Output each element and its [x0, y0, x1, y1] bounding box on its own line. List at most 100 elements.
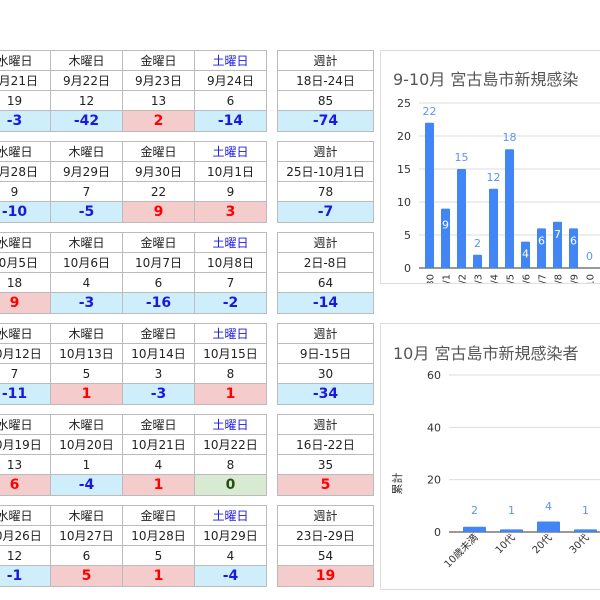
total-diff: -74 [277, 110, 374, 132]
total-count: 85 [277, 90, 374, 111]
count-cell: 9 [0, 181, 51, 202]
count-cell: 4 [194, 545, 267, 566]
y-tick-label: 15 [397, 163, 411, 176]
count-cell: 3 [122, 363, 195, 384]
y-tick-label: 0 [404, 262, 411, 275]
total-diff: -34 [277, 383, 374, 405]
date-cell: 10月5日 [0, 252, 51, 273]
diff-cell: 9 [0, 292, 51, 314]
date-cell: 10月21日 [122, 434, 195, 455]
weekday-header: 土曜日 [194, 414, 267, 435]
x-tick-label: 30代 [567, 532, 592, 557]
x-tick-label: 10/8 [554, 274, 565, 283]
y-tick-label: 10 [397, 196, 411, 209]
bar [537, 521, 560, 532]
date-cell: 10月6日 [50, 252, 123, 273]
bar [500, 529, 523, 532]
x-tick-label: 10/10 [586, 274, 597, 283]
total-range: 2日-8日 [277, 252, 374, 273]
x-tick-label: 20代 [530, 532, 555, 557]
total-count: 30 [277, 363, 374, 384]
y-tick-label: 25 [397, 97, 411, 110]
count-cell: 5 [50, 363, 123, 384]
x-tick-label: 10/1 [442, 274, 453, 283]
diff-cell: -11 [0, 383, 51, 405]
diff-cell: 2 [122, 110, 195, 132]
diff-cell: -42 [50, 110, 123, 132]
bar [553, 221, 562, 268]
total-header: 週計 [277, 50, 374, 71]
diff-cell: 9 [122, 201, 195, 223]
data-label: 9 [442, 219, 449, 232]
date-cell: 10月29日 [194, 525, 267, 546]
weekday-header: 金曜日 [122, 414, 195, 435]
diff-cell: -16 [122, 292, 195, 314]
week-table: 水曜日木曜日金曜日土曜日10月19日10月20日10月21日10月22日1314… [0, 414, 267, 496]
data-label: 0 [586, 250, 593, 263]
y-tick-label: 0 [434, 526, 441, 539]
weekly-total-table: 週計 2日-8日 64 -14 [277, 232, 374, 314]
diff-cell: -3 [0, 110, 51, 132]
count-cell: 7 [50, 181, 123, 202]
count-cell: 8 [194, 363, 267, 384]
bar [441, 208, 450, 268]
bar [473, 254, 482, 268]
bar [425, 122, 434, 268]
weekday-header: 木曜日 [50, 141, 123, 162]
bar [489, 188, 498, 268]
x-tick-label: 10/6 [522, 274, 533, 283]
date-cell: 9月30日 [122, 161, 195, 182]
weekday-header: 金曜日 [122, 232, 195, 253]
count-cell: 9 [194, 181, 267, 202]
count-cell: 4 [122, 454, 195, 475]
weekday-header: 水曜日 [0, 50, 51, 71]
date-cell: 9月24日 [194, 70, 267, 91]
date-cell: 9月29日 [50, 161, 123, 182]
weekly-total-table: 週計 18日-24日 85 -74 [277, 50, 374, 132]
data-label: 4 [522, 248, 529, 261]
total-header: 週計 [277, 505, 374, 526]
data-label: 2 [474, 237, 481, 250]
date-cell: 10月15日 [194, 343, 267, 364]
diff-cell: 5 [50, 565, 123, 587]
weekday-header: 土曜日 [194, 50, 267, 71]
date-cell: 10月1日 [194, 161, 267, 182]
weekday-header: 土曜日 [194, 505, 267, 526]
data-label: 22 [423, 105, 437, 118]
date-cell: 9月21日 [0, 70, 51, 91]
bar [574, 529, 597, 532]
y-tick-label: 5 [404, 229, 411, 242]
count-cell: 6 [194, 90, 267, 111]
weekday-header: 木曜日 [50, 323, 123, 344]
date-cell: 9月23日 [122, 70, 195, 91]
y-tick-label: 20 [397, 130, 411, 143]
weekday-header: 水曜日 [0, 232, 51, 253]
total-diff: 5 [277, 474, 374, 496]
x-tick-label: 10歳未満 [442, 532, 481, 571]
bar [537, 228, 546, 268]
bar [457, 169, 466, 268]
weekday-header: 金曜日 [122, 323, 195, 344]
date-cell: 10月7日 [122, 252, 195, 273]
total-header: 週計 [277, 323, 374, 344]
date-cell: 10月20日 [50, 434, 123, 455]
weekday-header: 木曜日 [50, 414, 123, 435]
diff-cell: 6 [0, 474, 51, 496]
weekly-total-table: 週計 23日-29日 54 19 [277, 505, 374, 587]
x-tick-label: 10/7 [538, 274, 549, 283]
week-table: 水曜日木曜日金曜日土曜日9月28日9月29日9月30日10月1日97229-10… [0, 141, 267, 223]
data-label: 12 [487, 171, 501, 184]
daily-cases-chart: 9-10月 宮古島市新規感染 0510152025229/30910/11510… [380, 50, 600, 284]
total-diff: -7 [277, 201, 374, 223]
daily-cases-plot: 0 5 10 15 20 25 22 9/30 9 10/1 15 10/2 2 10/3 12 10/4 18… [397, 97, 600, 283]
x-tick-label: 10/4 [490, 274, 501, 283]
data-label: 15 [455, 151, 469, 164]
weekday-header: 水曜日 [0, 505, 51, 526]
total-header: 週計 [277, 141, 374, 162]
date-cell: 10月14日 [122, 343, 195, 364]
y-tick-label: 40 [427, 421, 441, 434]
total-header: 週計 [277, 414, 374, 435]
date-cell: 10月27日 [50, 525, 123, 546]
weekday-header: 水曜日 [0, 414, 51, 435]
